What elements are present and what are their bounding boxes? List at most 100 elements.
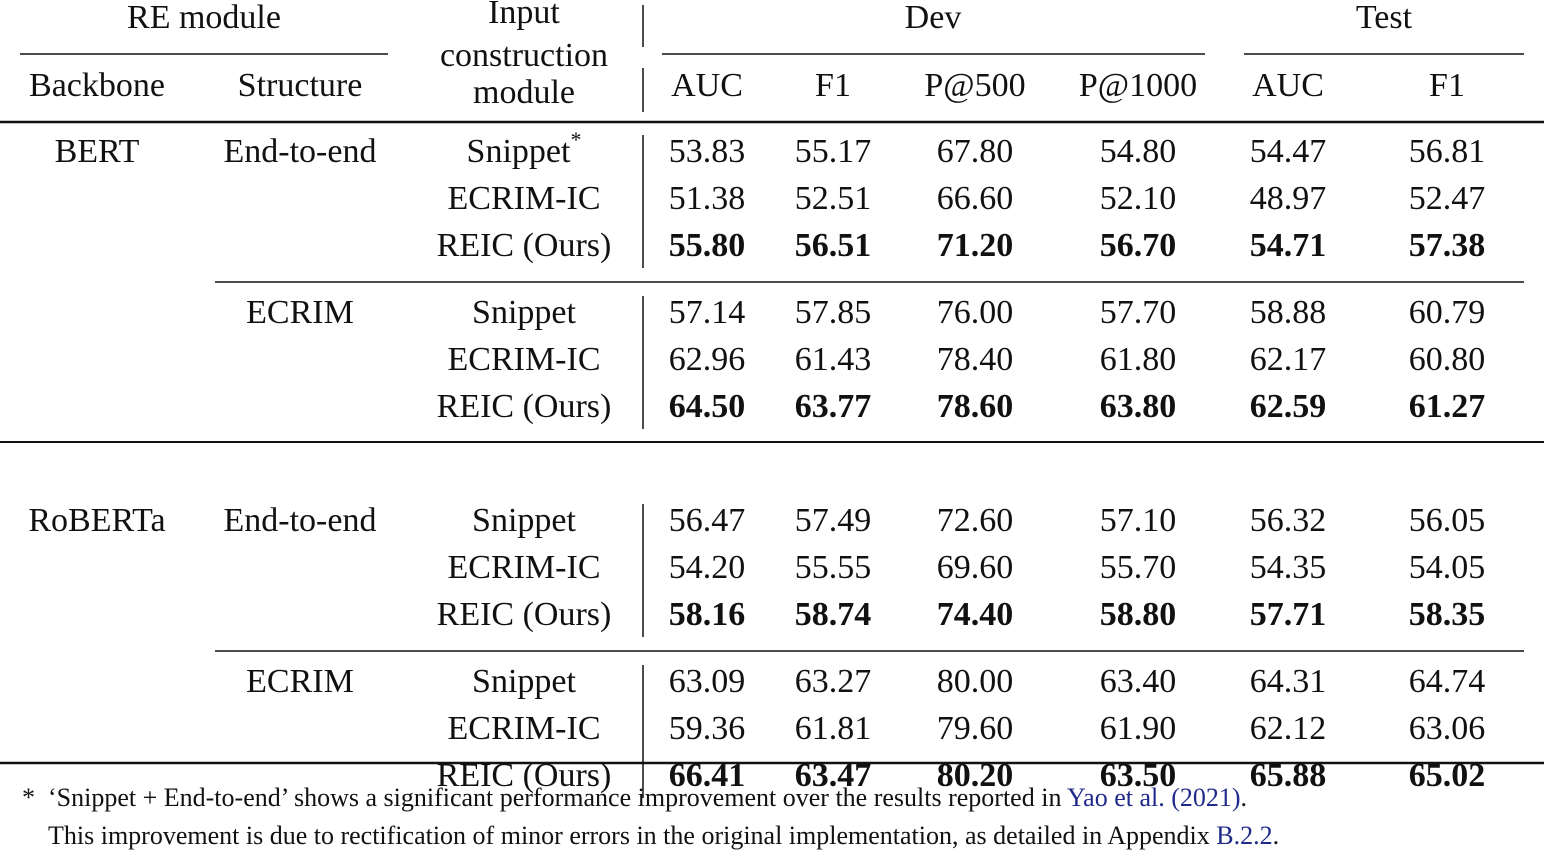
value-cell: 63.06	[1409, 710, 1486, 747]
footnote-text: .	[1273, 821, 1280, 850]
input-cell: REIC (Ours)	[437, 388, 612, 425]
backbone-cell: RoBERTa	[28, 502, 165, 539]
input-cell: ECRIM-IC	[448, 549, 601, 586]
header-cell: Input	[488, 0, 560, 31]
input-cell: ECRIM-IC	[448, 180, 601, 217]
input-cell: ECRIM-IC	[448, 341, 601, 378]
input-cell: Snippet	[472, 502, 576, 539]
appendix-link[interactable]: B.2.2	[1216, 821, 1272, 850]
value-cell: 54.47	[1250, 133, 1327, 170]
structure-cell: ECRIM	[246, 294, 354, 331]
value-cell: 48.97	[1250, 180, 1327, 217]
value-cell: 62.59	[1250, 388, 1327, 425]
value-cell: 55.80	[669, 227, 746, 264]
value-cell: 66.60	[937, 180, 1014, 217]
input-cell: ECRIM-IC	[448, 710, 601, 747]
citation-link[interactable]: Yao et al. (2021)	[1067, 783, 1241, 812]
footnote-text: ‘Snippet + End-to-end’ shows a significa…	[48, 783, 1067, 812]
header-cell: Dev	[905, 0, 962, 36]
value-cell: 57.85	[795, 294, 872, 331]
header-cell: construction	[440, 37, 608, 74]
value-cell: 57.38	[1409, 227, 1486, 264]
value-cell: 63.27	[795, 663, 872, 700]
footnote-marker: *	[22, 783, 35, 812]
value-cell: 55.17	[795, 133, 872, 170]
value-cell: 58.16	[669, 596, 746, 633]
header-cell: AUC	[1252, 67, 1324, 104]
input-label: REIC (Ours)	[437, 227, 612, 264]
value-cell: 64.50	[669, 388, 746, 425]
input-label: ECRIM-IC	[448, 549, 601, 586]
header-cell: P@500	[924, 67, 1025, 104]
value-cell: 61.27	[1409, 388, 1486, 425]
footnote-line: ‘Snippet + End-to-end’ shows a significa…	[48, 783, 1247, 812]
value-cell: 55.55	[795, 549, 872, 586]
value-cell: 58.35	[1409, 596, 1486, 633]
value-cell: 52.47	[1409, 180, 1486, 217]
value-cell: 52.10	[1100, 180, 1177, 217]
value-cell: 56.32	[1250, 502, 1327, 539]
footnote-line: This improvement is due to rectification…	[48, 821, 1279, 850]
value-cell: 59.36	[669, 710, 746, 747]
value-cell: 71.20	[937, 227, 1014, 264]
header-cell: Backbone	[29, 67, 165, 104]
value-cell: 53.83	[669, 133, 746, 170]
input-cell: REIC (Ours)	[437, 596, 612, 633]
value-cell: 58.80	[1100, 596, 1177, 633]
input-label: REIC (Ours)	[437, 388, 612, 425]
value-cell: 54.35	[1250, 549, 1327, 586]
value-cell: 78.60	[937, 388, 1014, 425]
value-cell: 51.38	[669, 180, 746, 217]
value-cell: 61.90	[1100, 710, 1177, 747]
value-cell: 56.51	[795, 227, 872, 264]
value-cell: 57.70	[1100, 294, 1177, 331]
input-cell: Snippet	[472, 294, 576, 331]
value-cell: 63.77	[795, 388, 872, 425]
value-cell: 63.80	[1100, 388, 1177, 425]
value-cell: 58.88	[1250, 294, 1327, 331]
value-cell: 80.00	[937, 663, 1014, 700]
value-cell: 62.17	[1250, 341, 1327, 378]
value-cell: 61.43	[795, 341, 872, 378]
value-cell: 69.60	[937, 549, 1014, 586]
value-cell: 57.71	[1250, 596, 1327, 633]
value-cell: 57.14	[669, 294, 746, 331]
header-cell: F1	[1429, 67, 1465, 104]
header-cell: Structure	[238, 67, 363, 104]
value-cell: 64.31	[1250, 663, 1327, 700]
value-cell: 64.74	[1409, 663, 1486, 700]
value-cell: 58.74	[795, 596, 872, 633]
value-cell: 72.60	[937, 502, 1014, 539]
header-cell: Test	[1356, 0, 1413, 36]
value-cell: 60.79	[1409, 294, 1486, 331]
input-cell: Snippet	[472, 663, 576, 700]
input-label: ECRIM-IC	[448, 710, 601, 747]
input-label: ECRIM-IC	[448, 180, 601, 217]
value-cell: 57.10	[1100, 502, 1177, 539]
input-label: Snippet	[467, 133, 571, 170]
header-cell: F1	[815, 67, 851, 104]
value-cell: 62.96	[669, 341, 746, 378]
structure-cell: ECRIM	[246, 663, 354, 700]
footnote-text: This improvement is due to rectification…	[48, 821, 1216, 850]
value-cell: 74.40	[937, 596, 1014, 633]
value-cell: 62.12	[1250, 710, 1327, 747]
value-cell: 56.47	[669, 502, 746, 539]
value-cell: 60.80	[1409, 341, 1486, 378]
value-cell: 63.40	[1100, 663, 1177, 700]
input-label: Snippet	[472, 294, 576, 331]
value-cell: 55.70	[1100, 549, 1177, 586]
value-cell: 76.00	[937, 294, 1014, 331]
value-cell: 56.05	[1409, 502, 1486, 539]
value-cell: 57.49	[795, 502, 872, 539]
value-cell: 61.81	[795, 710, 872, 747]
value-cell: 56.81	[1409, 133, 1486, 170]
input-label: Snippet	[472, 663, 576, 700]
header-cell: RE module	[127, 0, 281, 36]
header-cell: AUC	[671, 67, 743, 104]
backbone-cell: BERT	[55, 133, 140, 170]
header-cell: P@1000	[1079, 67, 1197, 104]
value-cell: 56.70	[1100, 227, 1177, 264]
value-cell: 78.40	[937, 341, 1014, 378]
